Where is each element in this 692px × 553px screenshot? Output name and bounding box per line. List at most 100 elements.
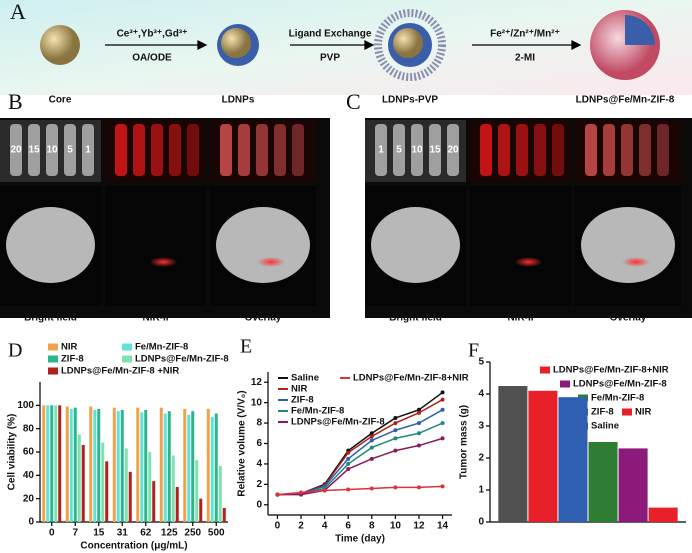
bar [116,411,120,522]
legend-label: ZIF-8 [591,407,614,418]
y-tick-label: 4 [256,459,262,470]
tube [238,124,250,176]
mouse [581,207,675,283]
x-tick-label: 2 [298,521,304,532]
point [346,456,351,461]
bar [159,407,163,522]
bar [97,408,101,522]
bar [222,508,226,522]
legend-swatch [122,343,132,351]
panel-label: A [10,0,26,24]
legend-label: ZIF-8 [291,395,314,406]
panel-a-background [0,0,692,95]
legend-swatch [48,343,58,351]
bar [199,498,203,522]
x-tick-label: 10 [390,521,402,532]
tube [375,124,387,176]
tube [220,124,232,176]
legend-label: Saline [291,373,319,384]
core-particle [40,25,80,65]
nir-signal [149,257,178,267]
x-tick-label: 15 [93,528,105,539]
y-tick-label: 1 [478,485,484,496]
point [416,485,421,490]
legend-swatch [560,380,570,388]
legend-swatch [48,367,58,375]
bar [618,448,648,522]
tube [480,124,492,176]
bar [218,466,222,522]
tube-label: 5 [396,145,402,156]
legend-swatch [622,408,632,416]
step-reagents: Ligand Exchange [289,29,372,40]
tube [82,124,94,176]
tube [393,124,405,176]
legend-label: NIR [61,342,78,353]
panel-label: B [8,89,23,114]
bar [588,442,618,522]
column-label: Overlay [610,313,647,324]
bar [144,410,148,522]
y-tick-label: 80 [23,423,35,434]
point [416,443,421,448]
y-axis-title: Cell viability (%) [7,414,18,491]
legend-swatch [122,355,132,363]
tube-label: 15 [429,145,441,156]
point [346,487,351,492]
point [393,415,398,420]
point [416,421,421,426]
y-tick-label: 0 [28,517,34,528]
mouse [6,207,95,283]
bar [81,445,85,522]
ldnp-pvp-core [393,28,423,58]
bar [93,410,97,522]
stage-label: Core [49,95,72,106]
bar [128,471,132,522]
zif-cutaway [625,15,655,45]
bar [148,452,152,522]
y-tick-label: 3 [478,421,484,432]
point [346,450,351,455]
tube [133,124,145,176]
tube [46,124,58,176]
legend-label: Saline [591,421,619,432]
legend-label: NIR [291,384,308,395]
y-tick-label: 0 [256,499,262,510]
mouse [216,207,310,283]
bar [163,413,167,522]
point [369,431,374,436]
legend-label: Fe/Mn-ZIF-8 [291,406,344,417]
point [275,492,280,497]
bar [558,397,588,522]
bar [528,390,558,522]
point [440,436,445,441]
panel-label: E [240,336,252,358]
x-tick-label: 62 [140,528,152,539]
bar [183,408,187,522]
x-tick-label: 500 [208,528,225,539]
tube-label: 15 [28,145,40,156]
point [369,434,374,439]
tube [10,124,22,176]
legend-label: Fe/Mn-ZIF-8 [135,342,188,353]
nir-signal [514,257,543,267]
legend-label: LDNPs@Fe/Mn-ZIF-8 [135,354,229,365]
x-tick-label: 125 [161,528,178,539]
tube [516,124,528,176]
y-tick-label: 100 [17,400,34,411]
legend-label: NIR [635,407,652,418]
point [440,484,445,489]
point [440,390,445,395]
y-tick-label: 5 [478,357,484,368]
legend-label: LDNPs@Fe/Mn-ZIF-8 [291,417,385,428]
bar [112,407,116,522]
tube [151,124,163,176]
x-tick-label: 14 [437,521,449,532]
tube-label: 10 [411,145,423,156]
tube [115,124,127,176]
ldnp-core [221,28,251,58]
tube [274,124,286,176]
column-label: Bright field [24,313,77,324]
column-label: Bright field [389,313,442,324]
legend-swatch [540,366,550,374]
